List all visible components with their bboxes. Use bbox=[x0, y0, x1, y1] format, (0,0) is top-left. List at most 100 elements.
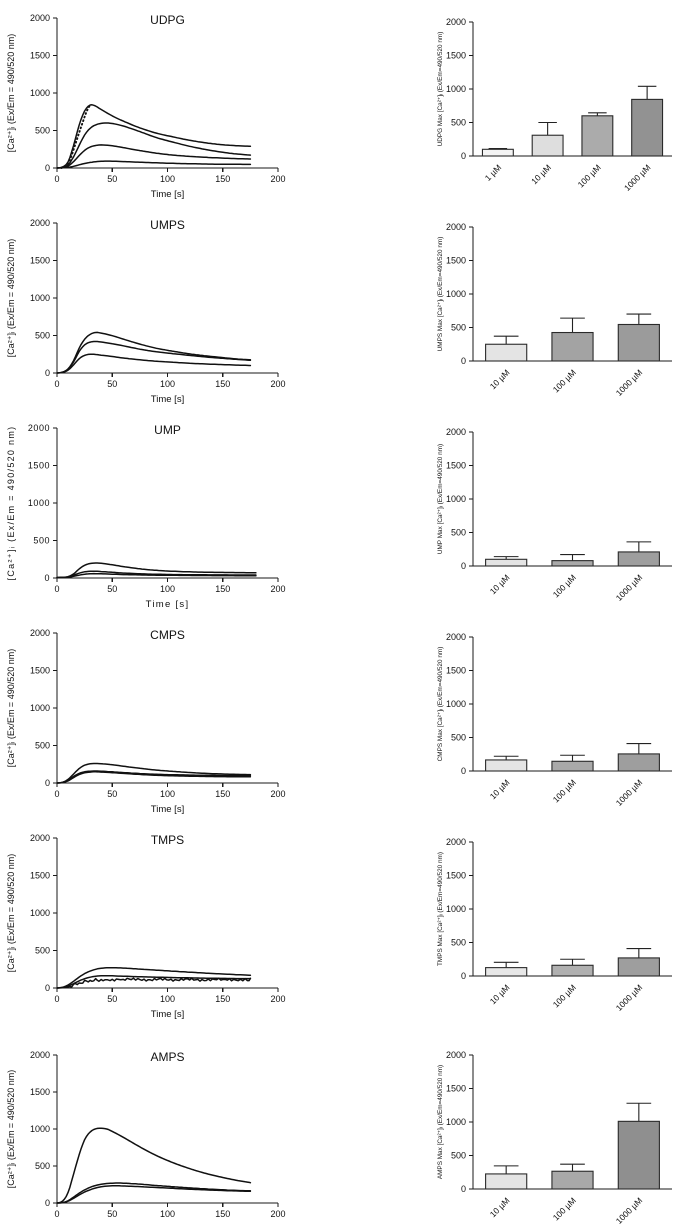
x-tick-label: 100 bbox=[160, 379, 175, 389]
udpg-bar-chart: 0 500 1000 1500 2000 1 µM 10 µM 100 µM 1000 µM UD… bbox=[437, 17, 672, 193]
bar bbox=[481, 148, 514, 157]
chart-title: UDPG bbox=[150, 13, 185, 27]
bar-category-label: 10 µM bbox=[488, 982, 512, 1006]
series-curve bbox=[56, 1182, 252, 1204]
tmps-line-chart: 0 500 1000 1500 2000 0 50 100 150 200 TMPS [Ca²⁺]ᵢ … bbox=[6, 833, 286, 1020]
y-tick-label: 500 bbox=[35, 741, 50, 751]
y-tick-label: 1000 bbox=[446, 904, 466, 914]
bar-category-label: 10 µM bbox=[529, 162, 553, 186]
x-tick-label: 150 bbox=[215, 994, 230, 1004]
chart-title: UMP bbox=[154, 423, 181, 437]
bar-category-label: 10 µM bbox=[488, 367, 512, 391]
y-tick-label: 500 bbox=[35, 1161, 50, 1171]
x-tick-label: 200 bbox=[270, 584, 285, 594]
y-tick-label: 1000 bbox=[30, 293, 50, 303]
series-curve bbox=[56, 122, 252, 169]
chart-title: CMPS bbox=[150, 628, 185, 642]
y-tick-label: 2000 bbox=[30, 13, 50, 23]
y-axis-label: [Ca²⁺]ᵢ (Ex/Em = 490/520 nm) bbox=[6, 649, 16, 767]
series-curve bbox=[56, 160, 252, 169]
x-axis-label: Time [s] bbox=[151, 804, 184, 815]
tmps-bar-chart: 0 500 1000 1500 2000 10 µM 100 µM 1000 µM TMPS M… bbox=[437, 837, 672, 1013]
y-tick-label: 0 bbox=[461, 971, 466, 981]
chart-title: AMPS bbox=[150, 1050, 184, 1064]
x-tick-label: 50 bbox=[107, 584, 117, 594]
y-tick-label: 500 bbox=[33, 536, 50, 546]
y-axis-label: [Ca²⁺]ᵢ (Ex/Em = 490/520 nm) bbox=[6, 854, 16, 972]
bar bbox=[631, 98, 664, 157]
bar-category-label: 10 µM bbox=[488, 777, 512, 801]
y-axis-label: UMP Max [Ca²⁺]ᵢ (Ex/Em=490/520 nm) bbox=[437, 444, 444, 554]
y-tick-label: 1500 bbox=[28, 461, 50, 471]
y-tick-label: 1000 bbox=[30, 88, 50, 98]
series-curve bbox=[56, 1127, 252, 1204]
bar bbox=[485, 759, 528, 772]
y-tick-label: 0 bbox=[461, 766, 466, 776]
y-tick-label: 2000 bbox=[446, 17, 466, 27]
series-curve bbox=[56, 144, 252, 169]
series-curve bbox=[56, 762, 252, 784]
y-tick-label: 1000 bbox=[446, 289, 466, 299]
bar-category-label: 1000 µM bbox=[614, 982, 645, 1013]
y-tick-label: 0 bbox=[45, 368, 50, 378]
y-tick-label: 500 bbox=[451, 528, 466, 538]
row-cmps: 0 500 1000 1500 2000 0 50 100 150 200 CMPS [Ca²⁺]ᵢ … bbox=[0, 615, 700, 820]
y-tick-label: 0 bbox=[45, 1198, 50, 1208]
y-tick-label: 0 bbox=[44, 573, 50, 583]
y-tick-label: 1500 bbox=[30, 256, 50, 266]
x-tick-label: 0 bbox=[54, 1209, 59, 1219]
y-tick-label: 2000 bbox=[30, 833, 50, 843]
y-axis-label: [Ca²⁺]ᵢ (Ex/Em = 490/520 nm) bbox=[6, 34, 16, 152]
x-tick-label: 0 bbox=[54, 584, 59, 594]
y-tick-label: 1500 bbox=[446, 461, 466, 471]
y-tick-label: 2000 bbox=[446, 222, 466, 232]
ump-bar-chart: 0 500 1000 1500 2000 10 µM 100 µM 1000 µM UMP Ma… bbox=[437, 427, 672, 603]
bar-category-label: 1000 µM bbox=[614, 367, 645, 398]
bar bbox=[551, 331, 594, 362]
x-tick-label: 100 bbox=[160, 174, 175, 184]
series-curve bbox=[60, 104, 92, 169]
x-tick-label: 150 bbox=[215, 789, 230, 799]
y-tick-label: 1500 bbox=[30, 1087, 50, 1097]
bar-category-label: 1000 µM bbox=[614, 1195, 645, 1226]
x-tick-label: 150 bbox=[215, 174, 230, 184]
x-tick-label: 150 bbox=[215, 379, 230, 389]
bar-category-label: 100 µM bbox=[551, 777, 578, 804]
y-tick-label: 1000 bbox=[446, 84, 466, 94]
y-tick-label: 2000 bbox=[446, 837, 466, 847]
row-udpg: 0 500 1000 1500 2000 0 50 100 150 200 UDPG [Ca²⁺]ᵢ … bbox=[0, 0, 700, 205]
bar-category-label: 1000 µM bbox=[614, 572, 645, 603]
bar-category-label: 1 µM bbox=[483, 162, 504, 183]
bar-category-label: 1000 µM bbox=[622, 162, 653, 193]
row-tmps: 0 500 1000 1500 2000 0 50 100 150 200 TMPS [Ca²⁺]ᵢ … bbox=[0, 820, 700, 1025]
y-axis-label: [Ca²⁺]ᵢ (Ex/Em = 490/520 nm) bbox=[6, 426, 16, 581]
bar bbox=[617, 1120, 660, 1190]
bar-category-label: 10 µM bbox=[488, 1195, 512, 1219]
x-tick-label: 150 bbox=[215, 1209, 230, 1219]
x-tick-label: 200 bbox=[270, 789, 285, 799]
ump-line-chart: 0 500 1000 1500 2000 0 50 100 150 200 UMP [Ca²⁺]ᵢ (… bbox=[6, 423, 286, 610]
y-tick-label: 1500 bbox=[446, 1084, 466, 1094]
series-curve bbox=[56, 562, 257, 579]
bar bbox=[551, 560, 594, 567]
x-tick-label: 50 bbox=[107, 789, 117, 799]
y-axis-label: [Ca²⁺]ᵢ (Ex/Em = 490/520 nm) bbox=[6, 239, 16, 357]
amps-bar-chart: 0 500 1000 1500 2000 10 µM 100 µM 1000 µM AMPS M… bbox=[437, 1050, 672, 1226]
y-tick-label: 500 bbox=[35, 126, 50, 136]
series-curve bbox=[56, 770, 252, 784]
bar bbox=[485, 1173, 528, 1190]
x-tick-label: 200 bbox=[270, 174, 285, 184]
y-axis-label: AMPS Max [Ca²⁺]ᵢ (Ex/Em=490/520 nm) bbox=[437, 1065, 444, 1179]
y-tick-label: 500 bbox=[451, 733, 466, 743]
y-tick-label: 1500 bbox=[446, 871, 466, 881]
x-tick-label: 100 bbox=[160, 994, 175, 1004]
y-tick-label: 2000 bbox=[30, 628, 50, 638]
bar-category-label: 100 µM bbox=[551, 982, 578, 1009]
chart-title: UMPS bbox=[150, 218, 185, 232]
cmps-line-chart: 0 500 1000 1500 2000 0 50 100 150 200 CMPS [Ca²⁺]ᵢ … bbox=[6, 628, 286, 815]
series-curve bbox=[56, 966, 252, 989]
bar bbox=[485, 558, 528, 567]
y-tick-label: 2000 bbox=[30, 218, 50, 228]
bar-category-label: 100 µM bbox=[551, 367, 578, 394]
x-tick-label: 50 bbox=[107, 174, 117, 184]
